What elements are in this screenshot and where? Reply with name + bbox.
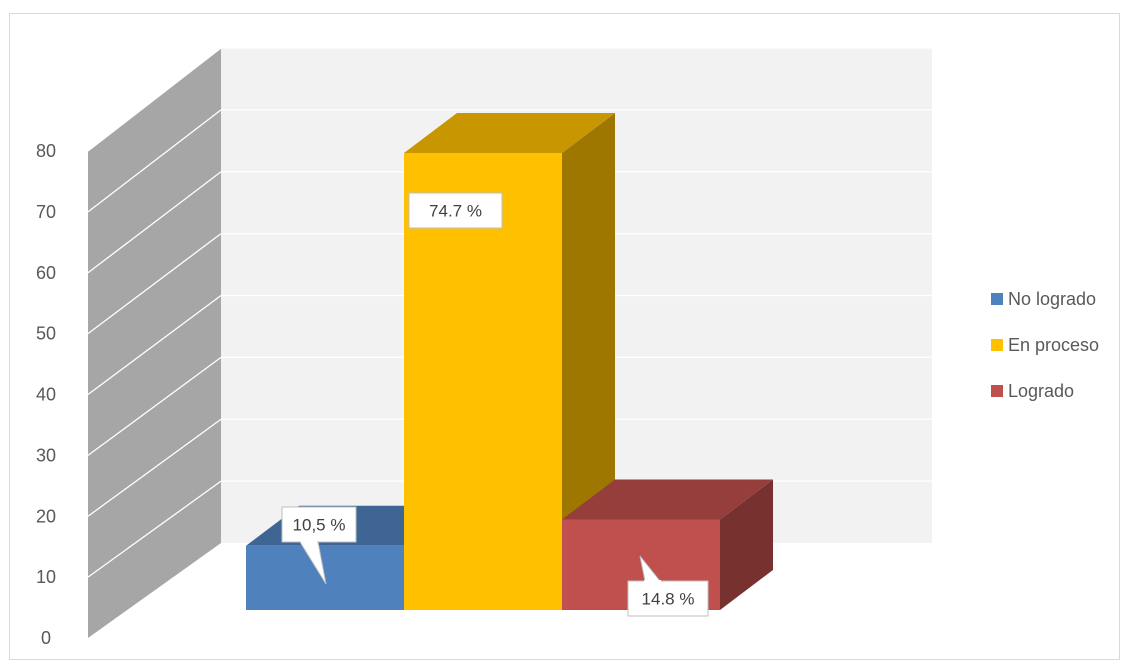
data-label-text: 10,5 % xyxy=(293,516,346,535)
gridline-side xyxy=(87,294,222,396)
y-tick-label: 40 xyxy=(36,385,56,405)
legend-label: En proceso xyxy=(1008,335,1099,355)
gridline-side xyxy=(87,171,222,274)
bar-side-face xyxy=(720,479,773,610)
bars xyxy=(246,113,773,610)
bar-top-face xyxy=(562,479,773,520)
legend-item-2: En proceso xyxy=(991,335,1099,355)
legend-label: Logrado xyxy=(1008,381,1074,401)
y-tick-label: 70 xyxy=(36,202,56,222)
y-tick-label: 80 xyxy=(36,141,56,161)
gridline-side xyxy=(87,418,222,517)
y-axis-ticks: 0 10 20 30 40 50 60 70 80 xyxy=(36,141,56,648)
data-labels: 10,5 % 74.7 % 14.8 % xyxy=(281,192,709,617)
gridline-side xyxy=(87,109,222,213)
data-label-2: 74.7 % xyxy=(408,192,503,229)
y-tick-label: 10 xyxy=(36,567,56,587)
bar-top-face xyxy=(404,113,615,153)
gridline-side xyxy=(87,356,222,456)
side-wall xyxy=(88,48,221,638)
bar-front-face xyxy=(404,153,562,610)
y-tick-label: 0 xyxy=(41,628,51,648)
legend-swatch xyxy=(991,339,1003,351)
y-tick-label: 50 xyxy=(36,324,56,344)
legend: No logrado En proceso Logrado xyxy=(991,289,1099,401)
data-label-box xyxy=(408,192,503,229)
y-tick-label: 30 xyxy=(36,445,56,465)
bar-2 xyxy=(404,113,615,610)
gridline-side xyxy=(87,47,222,152)
legend-item-3: Logrado xyxy=(991,381,1074,401)
y-tick-label: 20 xyxy=(36,506,56,526)
y-tick-label: 60 xyxy=(36,263,56,283)
legend-label: No logrado xyxy=(1008,289,1096,309)
legend-swatch xyxy=(991,385,1003,397)
bar-side-face xyxy=(562,113,615,610)
gridline-side xyxy=(87,233,222,335)
data-label-text: 74.7 % xyxy=(429,202,482,221)
gridline-side xyxy=(87,480,222,578)
data-label-3: 14.8 % xyxy=(627,555,709,617)
data-label-1: 10,5 % xyxy=(281,506,357,585)
data-label-box xyxy=(627,580,709,617)
data-label-text: 14.8 % xyxy=(642,590,695,609)
data-label-box xyxy=(281,506,357,543)
legend-item-1: No logrado xyxy=(991,289,1096,309)
legend-swatch xyxy=(991,293,1003,305)
